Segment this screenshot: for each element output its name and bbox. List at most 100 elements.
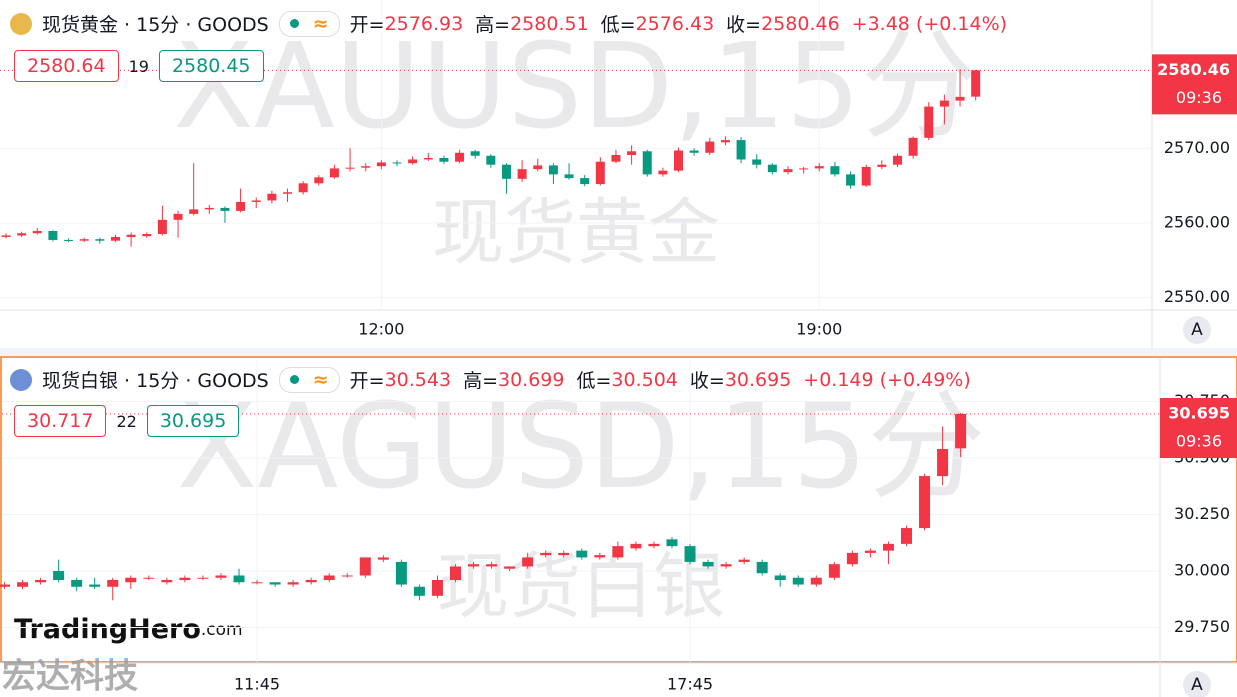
candle-body — [501, 164, 511, 179]
candle-body — [846, 174, 856, 186]
ohlc-label: 低= — [576, 370, 612, 392]
scale-button[interactable]: A — [1191, 675, 1203, 695]
candle-body — [32, 231, 42, 234]
candle-body — [251, 582, 263, 584]
status-symbol: ≈ — [312, 368, 329, 391]
candle-body — [564, 174, 574, 179]
candle-body — [470, 151, 480, 156]
last-price-box — [1152, 54, 1237, 115]
candle-body — [580, 178, 590, 185]
ohlc-label: 高= — [463, 370, 498, 392]
y-tick-label: 30.250 — [1174, 504, 1230, 523]
candle-body — [48, 231, 58, 240]
candle-body — [627, 151, 637, 155]
candle-body — [287, 582, 299, 585]
candle-body — [533, 165, 543, 170]
candle-body — [486, 564, 498, 567]
bid-price[interactable]: 30.695 — [146, 405, 240, 437]
candle-body — [783, 169, 793, 173]
candle-body — [642, 151, 652, 175]
candle-body — [864, 550, 876, 553]
countdown: 09:36 — [1176, 431, 1222, 450]
candle-body — [283, 192, 293, 194]
y-tick-label: 2560.00 — [1164, 212, 1230, 231]
ohlc-label: 收= — [726, 14, 762, 36]
symbol-icon — [10, 12, 32, 35]
watermark: XAUUSD,15分 — [173, 17, 979, 155]
change: +0.149 (+0.49%) — [803, 368, 971, 391]
ohlc-value: 2576.93 — [384, 12, 464, 35]
candle-body — [233, 575, 245, 583]
candle-body — [220, 207, 230, 211]
candle-body — [298, 183, 308, 193]
ohlc-value: 2576.43 — [635, 12, 715, 35]
watermark: XAGUSD,15分 — [177, 377, 986, 515]
candle-body — [35, 580, 47, 583]
countdown: 09:36 — [1176, 88, 1222, 107]
candle-body — [345, 167, 355, 169]
scale-button-bg[interactable] — [1183, 316, 1211, 344]
candle-body — [53, 570, 65, 581]
candle-body — [612, 546, 624, 558]
candle-body — [17, 233, 27, 236]
candle-body — [517, 169, 527, 179]
x-tick-label: 19:00 — [796, 320, 842, 339]
candle-body — [1, 235, 11, 237]
ask-price[interactable]: 2580.64 — [14, 50, 119, 82]
candle-body — [720, 564, 732, 567]
last-price-box — [1160, 397, 1237, 458]
candle-body — [17, 582, 29, 587]
candle-body — [971, 70, 981, 97]
candle-body — [361, 166, 371, 168]
candle-body — [79, 239, 89, 241]
candle-body — [736, 140, 746, 160]
bid-price[interactable]: 2580.45 — [158, 50, 264, 82]
symbol-title: 现货黄金 · 15分 · GOODS — [42, 14, 269, 36]
candle-body — [955, 413, 967, 449]
candle-body — [64, 239, 74, 241]
candle-body — [901, 528, 912, 544]
candle-body — [251, 200, 261, 202]
candle-body — [630, 543, 642, 549]
ohlc-label: 收= — [689, 370, 725, 392]
candle-body — [767, 164, 777, 173]
candle-body — [142, 233, 152, 237]
scale-button[interactable]: A — [1191, 320, 1203, 340]
candle-body — [882, 543, 894, 551]
candle-body — [861, 166, 871, 186]
scale-button-bg[interactable] — [1183, 671, 1211, 697]
brand-name: TradingHero — [14, 614, 201, 645]
ohlc-label: 低= — [600, 14, 636, 36]
candle-body — [908, 137, 918, 156]
candle-body — [892, 155, 902, 165]
candle-body — [423, 157, 433, 160]
symbol-icon — [10, 368, 32, 391]
candle-body — [189, 209, 199, 214]
candle-body — [924, 106, 934, 138]
candle-body — [305, 580, 317, 583]
candle-body — [377, 557, 389, 560]
candle-body — [110, 236, 120, 241]
ohlc-value: 2580.51 — [510, 12, 589, 35]
spread: 22 — [116, 411, 137, 431]
last-price-label: 2580.46 — [1157, 60, 1230, 79]
candle-body — [431, 580, 443, 596]
candle-body — [376, 162, 386, 167]
watermark-sub: 现货黄金 — [432, 191, 720, 275]
candle-body — [413, 586, 425, 596]
quote-row: 2580.64 19 2580.45 — [14, 50, 264, 82]
candle-body — [666, 539, 678, 547]
brand-logo: TradingHero.com — [14, 614, 243, 645]
status-pill: ≈ — [278, 366, 340, 393]
candle-body — [236, 201, 246, 211]
candle-body — [179, 577, 191, 581]
watermark-sub: 现货白银 — [437, 545, 725, 629]
candle-body — [937, 448, 949, 477]
y-tick-label: 29.750 — [1174, 617, 1230, 636]
candle-body — [702, 561, 714, 567]
legend-header: 现货白银 · 15分 · GOODS ≈ 开= 30.543 高= 30.699 低= 30.… — [10, 366, 983, 393]
ohlc-label: 开= — [349, 370, 385, 392]
ask-price[interactable]: 30.717 — [14, 405, 107, 437]
candle-body — [329, 168, 339, 178]
candle-body — [877, 164, 887, 167]
